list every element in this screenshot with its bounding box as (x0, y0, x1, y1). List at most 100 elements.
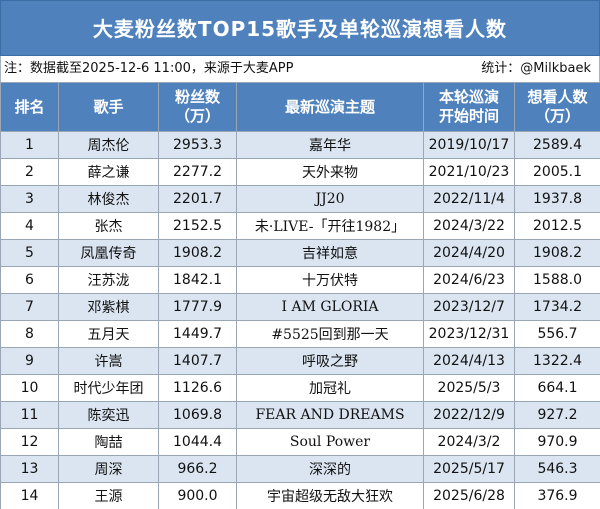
cell-fans: 1842.1 (158, 266, 237, 294)
cell-fans: 966.2 (158, 455, 237, 483)
cell-start: 2024/6/23 (423, 266, 515, 294)
cell-start: 2022/11/4 (423, 185, 515, 213)
cell-tour: 天外来物 (236, 158, 424, 186)
cell-tour: 宇宙超级无敌大狂欢 (236, 482, 424, 509)
header-fans: 粉丝数 （万） (158, 82, 237, 132)
cell-rank: 14 (0, 482, 59, 509)
cell-fans: 1126.6 (158, 374, 237, 402)
cell-tour: 十万伏特 (236, 266, 424, 294)
cell-tour: 呼吸之野 (236, 347, 424, 375)
cell-singer: 陈奕迅 (58, 401, 159, 429)
table-row: 11 陈奕迅 1069.8 FEAR AND DREAMS 2022/12/9 927.2 (0, 401, 600, 429)
header-start-line2: 开始时间 (438, 107, 499, 125)
table-row: 9 许嵩 1407.7 呼吸之野 2024/4/13 1322.4 (0, 347, 600, 375)
cell-want: 2589.4 (514, 131, 600, 159)
cell-want: 1322.4 (514, 347, 600, 375)
cell-rank: 8 (0, 320, 59, 348)
cell-start: 2023/12/7 (423, 293, 515, 321)
table-row: 13 周深 966.2 深深的 2025/5/17 546.3 (0, 455, 600, 483)
table-row: 3 林俊杰 2201.7 JJ20 2022/11/4 1937.8 (0, 185, 600, 213)
cell-rank: 2 (0, 158, 59, 186)
cell-singer: 凤凰传奇 (58, 239, 159, 267)
table-row: 6 汪苏泷 1842.1 十万伏特 2024/6/23 1588.0 (0, 266, 600, 294)
header-want: 想看人数 （万） (514, 82, 600, 132)
cell-tour: 嘉年华 (236, 131, 424, 159)
cell-start: 2021/10/23 (423, 158, 515, 186)
table-title: 大麦粉丝数TOP15歌手及单轮巡演想看人数 (0, 0, 600, 56)
cell-singer: 王源 (58, 482, 159, 509)
note-source: 注：数据截至2025-12-6 11:00，来源于大麦APP (4, 61, 294, 76)
cell-fans: 1908.2 (158, 239, 237, 267)
cell-want: 2005.1 (514, 158, 600, 186)
cell-tour: 未·LIVE-「开往1982」 (236, 212, 424, 240)
cell-fans: 1449.7 (158, 320, 237, 348)
cell-rank: 3 (0, 185, 59, 213)
cell-tour: 吉祥如意 (236, 239, 424, 267)
cell-start: 2024/4/13 (423, 347, 515, 375)
cell-rank: 4 (0, 212, 59, 240)
cell-singer: 邓紫棋 (58, 293, 159, 321)
cell-start: 2019/10/17 (423, 131, 515, 159)
cell-singer: 陶喆 (58, 428, 159, 456)
cell-fans: 1044.4 (158, 428, 237, 456)
cell-rank: 6 (0, 266, 59, 294)
cell-start: 2025/6/28 (423, 482, 515, 509)
cell-want: 1908.2 (514, 239, 600, 267)
cell-want: 556.7 (514, 320, 600, 348)
cell-want: 1937.8 (514, 185, 600, 213)
header-start: 本轮巡演 开始时间 (423, 82, 515, 132)
cell-start: 2023/12/31 (423, 320, 515, 348)
cell-want: 1588.0 (514, 266, 600, 294)
cell-fans: 2277.2 (158, 158, 237, 186)
cell-fans: 2953.3 (158, 131, 237, 159)
cell-tour: Soul Power (236, 428, 424, 456)
cell-singer: 五月天 (58, 320, 159, 348)
cell-start: 2024/4/20 (423, 239, 515, 267)
cell-want: 376.9 (514, 482, 600, 509)
table-row: 5 凤凰传奇 1908.2 吉祥如意 2024/4/20 1908.2 (0, 239, 600, 267)
table-header-row: 排名 歌手 粉丝数 （万） 最新巡演主题 本轮巡演 开始时间 想看人数 （万） (0, 82, 600, 132)
cell-tour: #5525回到那一天 (236, 320, 424, 348)
note-author: 统计：@Milkbaek (481, 61, 591, 76)
cell-fans: 2201.7 (158, 185, 237, 213)
header-fans-line1: 粉丝数 (174, 88, 220, 106)
cell-singer: 汪苏泷 (58, 266, 159, 294)
cell-rank: 9 (0, 347, 59, 375)
cell-tour: JJ20 (236, 185, 424, 213)
cell-start: 2022/12/9 (423, 401, 515, 429)
table-row: 7 邓紫棋 1777.9 I AM GLORIA 2023/12/7 1734.2 (0, 293, 600, 321)
table-row: 12 陶喆 1044.4 Soul Power 2024/3/2 970.9 (0, 428, 600, 456)
cell-tour: I AM GLORIA (236, 293, 424, 321)
cell-tour: 深深的 (236, 455, 424, 483)
cell-rank: 7 (0, 293, 59, 321)
cell-fans: 1407.7 (158, 347, 237, 375)
table-row: 2 薛之谦 2277.2 天外来物 2021/10/23 2005.1 (0, 158, 600, 186)
cell-singer: 周深 (58, 455, 159, 483)
cell-rank: 12 (0, 428, 59, 456)
cell-want: 664.1 (514, 374, 600, 402)
table-row: 10 时代少年团 1126.6 加冠礼 2025/5/3 664.1 (0, 374, 600, 402)
cell-singer: 许嵩 (58, 347, 159, 375)
cell-start: 2025/5/17 (423, 455, 515, 483)
cell-rank: 1 (0, 131, 59, 159)
cell-fans: 2152.5 (158, 212, 237, 240)
cell-fans: 1777.9 (158, 293, 237, 321)
cell-singer: 时代少年团 (58, 374, 159, 402)
header-fans-line2: （万） (174, 107, 220, 125)
cell-start: 2025/5/3 (423, 374, 515, 402)
cell-singer: 周杰伦 (58, 131, 159, 159)
cell-start: 2024/3/2 (423, 428, 515, 456)
header-rank: 排名 (0, 82, 59, 132)
cell-singer: 张杰 (58, 212, 159, 240)
header-start-line1: 本轮巡演 (438, 88, 499, 106)
cell-fans: 1069.8 (158, 401, 237, 429)
table-row: 4 张杰 2152.5 未·LIVE-「开往1982」 2024/3/22 2012.5 (0, 212, 600, 240)
cell-tour: 加冠礼 (236, 374, 424, 402)
header-singer: 歌手 (58, 82, 159, 132)
cell-rank: 11 (0, 401, 59, 429)
cell-start: 2024/3/22 (423, 212, 515, 240)
cell-rank: 5 (0, 239, 59, 267)
cell-want: 2012.5 (514, 212, 600, 240)
cell-tour: FEAR AND DREAMS (236, 401, 424, 429)
